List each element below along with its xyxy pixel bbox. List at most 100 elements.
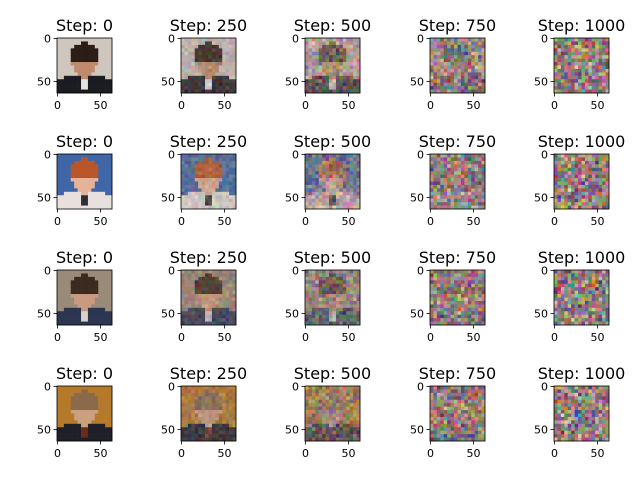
face-image (305, 270, 361, 326)
x-tick-label: 0 (302, 99, 309, 112)
y-tick-label: 50 (410, 307, 424, 320)
panel-title: Step: 750 (419, 248, 496, 267)
y-tick-label: 0 (417, 381, 424, 394)
y-tick-label: 0 (541, 381, 548, 394)
axes-frame (180, 385, 237, 442)
panel-title: Step: 500 (294, 16, 371, 35)
x-tick-label: 0 (551, 99, 558, 112)
axes-frame (180, 37, 237, 94)
panel-title: Step: 750 (419, 16, 496, 35)
x-tick-label: 50 (341, 447, 355, 460)
axes-frame (304, 385, 361, 442)
y-tick-label: 0 (168, 33, 175, 46)
panel-title: Step: 0 (56, 248, 113, 267)
face-image (430, 38, 486, 94)
x-tick-label: 50 (590, 215, 604, 228)
y-tick-label: 50 (37, 423, 51, 436)
x-tick-label: 0 (427, 447, 434, 460)
x-tick-label: 50 (217, 215, 231, 228)
axes-frame (180, 269, 237, 326)
y-tick-label: 0 (168, 265, 175, 278)
y-tick-label: 0 (417, 33, 424, 46)
x-tick-label: 50 (217, 447, 231, 460)
axes-frame (429, 37, 486, 94)
y-tick-label: 50 (534, 191, 548, 204)
x-tick-label: 0 (302, 215, 309, 228)
face-image (305, 38, 361, 94)
x-tick-label: 0 (54, 447, 61, 460)
x-tick-label: 50 (217, 99, 231, 112)
x-tick-label: 0 (551, 331, 558, 344)
x-tick-label: 50 (466, 447, 480, 460)
axes-frame (56, 385, 113, 442)
panel-title: Step: 250 (170, 248, 247, 267)
y-tick-label: 0 (541, 265, 548, 278)
axes-frame (553, 37, 610, 94)
y-tick-label: 0 (541, 149, 548, 162)
panel-title: Step: 500 (294, 364, 371, 383)
y-tick-label: 50 (161, 423, 175, 436)
y-tick-label: 50 (37, 75, 51, 88)
axes-frame (56, 37, 113, 94)
face-image (554, 386, 610, 442)
face-image (181, 154, 237, 210)
face-image (57, 386, 113, 442)
x-tick-label: 50 (341, 331, 355, 344)
x-tick-label: 0 (302, 447, 309, 460)
x-tick-label: 0 (178, 215, 185, 228)
x-tick-label: 0 (54, 331, 61, 344)
axes-frame (553, 153, 610, 210)
x-tick-label: 0 (427, 331, 434, 344)
panel-title: Step: 500 (294, 248, 371, 267)
panel-title: Step: 1000 (538, 364, 626, 383)
face-image (554, 270, 610, 326)
y-tick-label: 0 (292, 265, 299, 278)
x-tick-label: 50 (341, 215, 355, 228)
face-image (305, 386, 361, 442)
y-tick-label: 0 (168, 381, 175, 394)
axes-frame (56, 153, 113, 210)
face-image (305, 154, 361, 210)
x-tick-label: 0 (427, 215, 434, 228)
axes-frame (56, 269, 113, 326)
face-image (57, 38, 113, 94)
y-tick-label: 50 (534, 307, 548, 320)
face-image (181, 386, 237, 442)
x-tick-label: 50 (93, 331, 107, 344)
y-tick-label: 50 (161, 191, 175, 204)
y-tick-label: 0 (541, 33, 548, 46)
axes-frame (304, 37, 361, 94)
x-tick-label: 50 (341, 99, 355, 112)
y-tick-label: 0 (44, 265, 51, 278)
y-tick-label: 0 (44, 33, 51, 46)
y-tick-label: 0 (292, 149, 299, 162)
panel-title: Step: 500 (294, 132, 371, 151)
y-tick-label: 0 (292, 33, 299, 46)
face-image (57, 270, 113, 326)
y-tick-label: 0 (168, 149, 175, 162)
face-image (430, 386, 486, 442)
panel-title: Step: 0 (56, 16, 113, 35)
y-tick-label: 50 (285, 191, 299, 204)
x-tick-label: 0 (551, 447, 558, 460)
y-tick-label: 50 (161, 307, 175, 320)
x-tick-label: 0 (178, 99, 185, 112)
y-tick-label: 50 (285, 307, 299, 320)
face-image (554, 154, 610, 210)
y-tick-label: 50 (37, 307, 51, 320)
x-tick-label: 0 (178, 331, 185, 344)
x-tick-label: 0 (302, 331, 309, 344)
